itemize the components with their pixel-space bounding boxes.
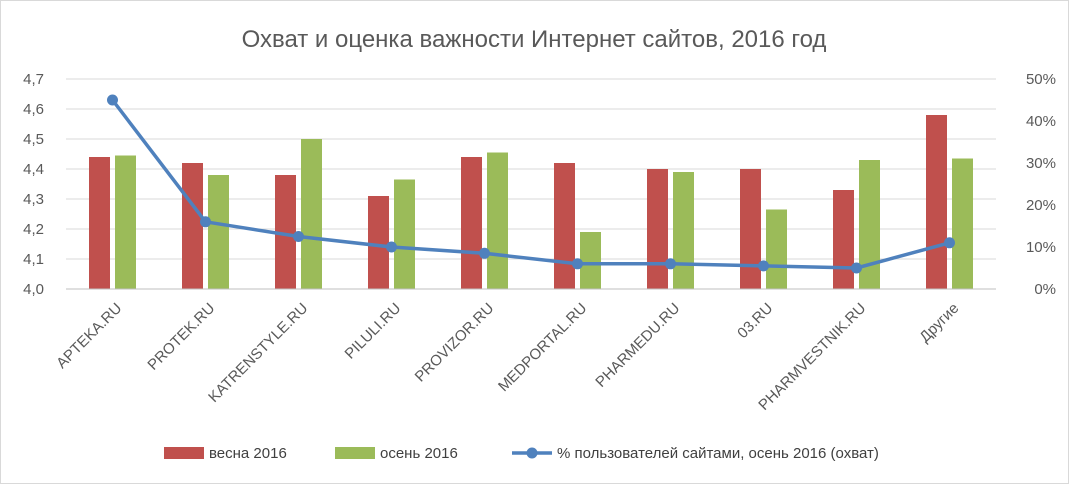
- x-tick-label: KATRENSTYLE.RU: [205, 300, 311, 406]
- axes: 4,0 4,1 4,2 4,3 4,4 4,5 4,6 4,7 0% 10% 20% 30% 40% 50…: [23, 71, 1056, 414]
- line-point: [758, 260, 769, 272]
- legend-swatch: [164, 447, 204, 459]
- bar: [368, 196, 389, 289]
- legend-label: весна 2016: [209, 445, 287, 462]
- bar: [673, 172, 694, 289]
- bar: [208, 175, 229, 289]
- bar: [833, 190, 854, 289]
- y-left-tick-label: 4,0: [23, 281, 44, 298]
- bar: [926, 115, 947, 289]
- y-left-tick-label: 4,2: [23, 221, 44, 238]
- x-tick-label: MEDPORTAL.RU: [495, 300, 590, 395]
- x-tick-label: PROTEK.RU: [144, 300, 218, 374]
- y-left-tick-label: 4,1: [23, 251, 44, 268]
- y-left-tick-label: 4,3: [23, 191, 44, 208]
- legend-marker: [526, 447, 538, 459]
- bar: [461, 157, 482, 289]
- bars: [89, 115, 973, 289]
- line-point: [851, 262, 862, 274]
- bar: [115, 155, 136, 289]
- legend-label: % пользователей сайтами, осень 2016 (охв…: [557, 445, 879, 462]
- bar: [275, 175, 296, 289]
- bar: [580, 232, 601, 289]
- x-tick-label: 03.RU: [734, 300, 776, 342]
- line-point: [293, 231, 304, 242]
- bar: [89, 157, 110, 289]
- x-tick-label: APTEKA.RU: [53, 300, 125, 372]
- line-series: [107, 94, 955, 274]
- chart-title: Охват и оценка важности Интернет сайтов,…: [242, 26, 827, 53]
- y-right-tick-label: 50%: [1026, 71, 1056, 88]
- bar: [394, 179, 415, 289]
- x-tick-label: PHARMVESTNIK.RU: [755, 300, 869, 414]
- legend-label: осень 2016: [380, 445, 458, 462]
- line-point: [107, 94, 118, 106]
- line-point: [572, 258, 583, 270]
- x-tick-label: PROVIZOR.RU: [412, 300, 498, 386]
- y-right-tick-label: 30%: [1026, 155, 1056, 172]
- line-point: [665, 258, 676, 270]
- y-right-tick-label: 20%: [1026, 197, 1056, 214]
- x-tick-label: Другие: [916, 300, 962, 346]
- y-left-tick-label: 4,5: [23, 131, 44, 148]
- bar: [766, 209, 787, 289]
- bar: [182, 163, 203, 289]
- bar: [859, 160, 880, 289]
- bar: [554, 163, 575, 289]
- line-point: [944, 237, 955, 249]
- y-left-tick-label: 4,4: [23, 161, 44, 178]
- bar: [952, 158, 973, 289]
- y-right-tick-label: 40%: [1026, 113, 1056, 130]
- bar: [301, 139, 322, 289]
- legend-swatch: [335, 447, 375, 459]
- legend: весна 2016 осень 2016 % пользователей сайт…: [164, 445, 879, 462]
- line-point: [200, 216, 211, 228]
- y-right-tick-label: 0%: [1034, 281, 1056, 298]
- line-point: [386, 241, 397, 253]
- x-tick-label: PHARMEDU.RU: [592, 300, 683, 391]
- series-line: [111, 98, 950, 270]
- bar: [740, 169, 761, 289]
- y-left-tick-label: 4,7: [23, 71, 44, 88]
- x-tick-label: PILULI.RU: [342, 300, 405, 363]
- bar: [487, 152, 508, 289]
- y-left-tick-label: 4,6: [23, 101, 44, 118]
- bar: [647, 169, 668, 289]
- line-point: [479, 247, 490, 259]
- y-right-tick-label: 10%: [1026, 239, 1056, 256]
